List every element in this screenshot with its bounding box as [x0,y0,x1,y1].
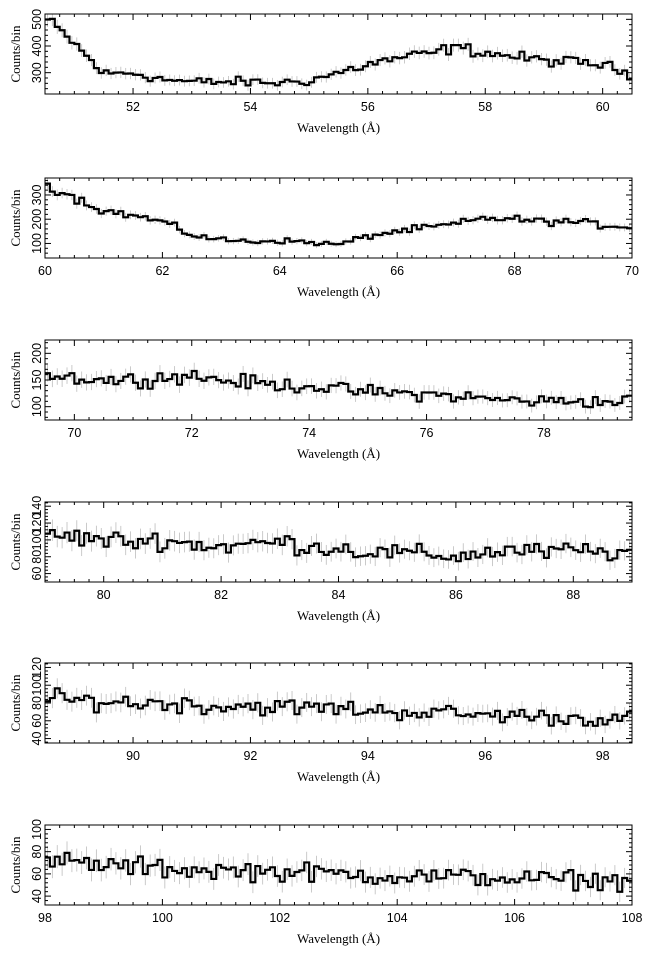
x-tick-label: 98 [596,749,610,763]
x-tick-label: 70 [625,264,639,278]
x-tick-label: 82 [214,588,228,602]
x-tick-label: 108 [622,911,643,925]
x-tick-label: 102 [269,911,290,925]
y-tick-label: 40 [30,889,44,903]
x-tick-label: 72 [185,426,199,440]
y-tick-label: 140 [30,496,44,517]
x-axis-title: Wavelength (Å) [297,931,380,946]
y-tick-label: 100 [30,233,44,254]
y-axis-title: Counts/bin [8,674,23,732]
y-tick-label: 60 [30,567,44,581]
x-axis-title: Wavelength (Å) [297,769,380,784]
plot-frame [44,662,633,744]
y-tick-label: 80 [30,696,44,710]
spectrum-histogram [45,687,632,727]
spectrum-panel: 60 62 64 66 68 70 100 200 300 Wavelength (Å) Count… [8,177,639,299]
spectrum-histogram [45,17,632,87]
x-tick-label: 52 [126,100,140,114]
x-tick-label: 92 [243,749,257,763]
spectrum-histogram [45,529,632,563]
x-axis-title: Wavelength (Å) [297,608,380,623]
y-tick-label: 200 [30,343,44,364]
x-tick-label: 76 [420,426,434,440]
x-tick-label: 80 [97,588,111,602]
y-tick-label: 60 [30,714,44,728]
spectrum-panel: 70 72 74 76 78 100 150 200 Wavelength (Å) Counts/… [8,339,633,461]
y-tick-label: 100 [30,819,44,840]
spectrum-panel: 52 54 56 58 60 300 400 500 Wavelength (Å) Counts/… [8,9,633,135]
y-axis-title: Counts/bin [8,25,23,83]
y-tick-label: 100 [30,675,44,696]
x-tick-label: 58 [478,100,492,114]
y-axis-title: Counts/bin [8,351,23,409]
y-tick-label: 120 [30,513,44,534]
x-tick-label: 106 [504,911,525,925]
x-tick-label: 88 [566,588,580,602]
y-tick-label: 80 [30,550,44,564]
x-tick-label: 98 [38,911,52,925]
x-tick-label: 70 [67,426,81,440]
x-axis-title: Wavelength (Å) [297,120,380,135]
y-axis-title: Counts/bin [8,836,23,894]
x-tick-label: 60 [38,264,52,278]
x-tick-label: 56 [361,100,375,114]
y-tick-label: 400 [30,36,44,57]
y-tick-label: 500 [30,9,44,30]
y-tick-label: 150 [30,370,44,391]
x-tick-label: 86 [449,588,463,602]
y-tick-label: 300 [30,62,44,83]
y-tick-label: 40 [30,732,44,746]
y-tick-label: 100 [30,529,44,550]
x-tick-label: 78 [537,426,551,440]
x-tick-label: 84 [332,588,346,602]
x-tick-label: 104 [387,911,408,925]
x-tick-label: 96 [478,749,492,763]
x-tick-label: 54 [243,100,257,114]
y-tick-label: 100 [30,396,44,417]
x-tick-label: 74 [302,426,316,440]
x-tick-label: 62 [155,264,169,278]
x-tick-label: 68 [508,264,522,278]
x-tick-label: 60 [596,100,610,114]
y-tick-label: 300 [30,184,44,205]
y-axis-title: Counts/bin [8,513,23,571]
y-tick-label: 200 [30,209,44,230]
y-tick-label: 120 [30,657,44,678]
x-axis-title: Wavelength (Å) [297,446,380,461]
x-tick-label: 90 [126,749,140,763]
plot-frame [44,13,633,95]
spectrum-panel: 98 100 102 104 106 108 40 60 80 100 Wavelength (Å)… [8,819,642,946]
y-axis-title: Counts/bin [8,189,23,247]
spectrum-histogram [45,369,632,409]
x-tick-label: 94 [361,749,375,763]
x-tick-label: 66 [390,264,404,278]
x-tick-label: 64 [273,264,287,278]
y-tick-label: 80 [30,845,44,859]
spectrum-histogram [45,851,632,893]
x-axis-title: Wavelength (Å) [297,284,380,299]
x-tick-label: 100 [152,911,173,925]
y-tick-label: 60 [30,867,44,881]
spectrum-histogram [45,182,632,247]
